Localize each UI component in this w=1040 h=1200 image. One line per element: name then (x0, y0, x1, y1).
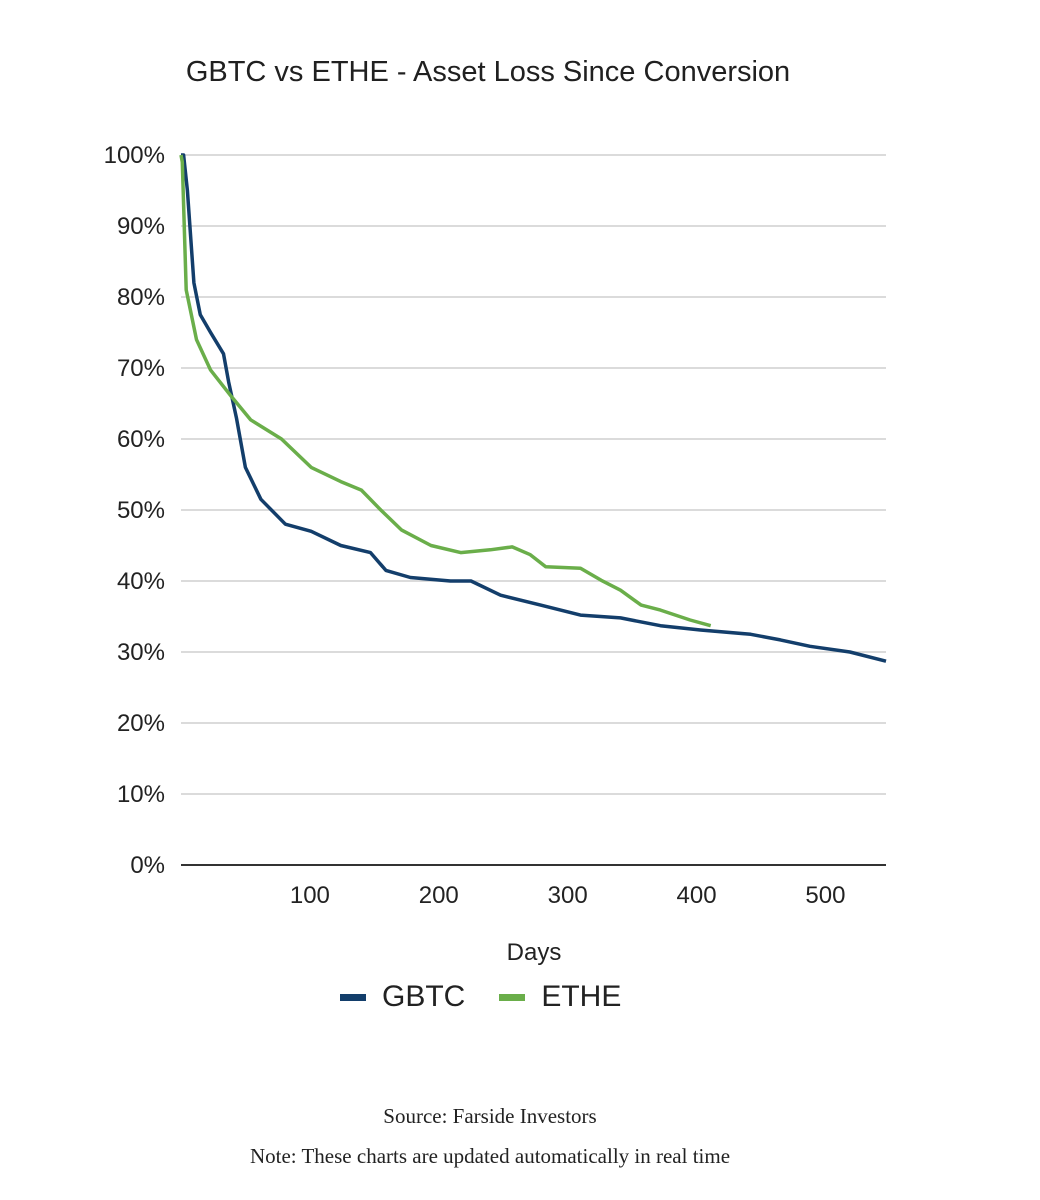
x-tick-label: 300 (548, 882, 588, 909)
legend: GBTC ETHE (340, 980, 655, 1014)
legend-swatch-ethe (499, 993, 526, 1001)
legend-item-gbtc[interactable]: GBTC (340, 980, 465, 1014)
x-axis-label: Days (507, 939, 562, 966)
y-tick-label: 40% (117, 568, 165, 595)
y-tick-label: 30% (117, 639, 165, 666)
legend-item-ethe[interactable]: ETHE (499, 980, 621, 1014)
y-tick-label: 0% (130, 852, 165, 879)
y-tick-label: 50% (117, 497, 165, 524)
x-tick-label: 100 (290, 882, 330, 909)
legend-label-ethe: ETHE (541, 980, 622, 1013)
y-tick-label: 70% (117, 355, 165, 382)
x-tick-label: 200 (419, 882, 459, 909)
x-tick-label: 500 (805, 882, 845, 909)
y-tick-label: 100% (104, 142, 165, 169)
y-tick-label: 10% (117, 781, 165, 808)
y-tick-label: 90% (117, 213, 165, 240)
y-tick-label: 20% (117, 710, 165, 737)
series-line-gbtc (181, 153, 887, 663)
legend-swatch-gbtc (340, 993, 366, 1001)
chart-title: GBTC vs ETHE - Asset Loss Since Conversi… (185, 56, 791, 88)
x-tick-label: 400 (677, 882, 717, 909)
note-text: Note: These charts are updated automatic… (249, 1144, 731, 1168)
source-text: Source: Farside Investors (383, 1104, 597, 1128)
series-line-ethe (179, 154, 712, 628)
y-tick-label: 80% (117, 284, 165, 311)
y-tick-label: 60% (117, 426, 165, 453)
legend-label-gbtc: GBTC (382, 980, 466, 1013)
